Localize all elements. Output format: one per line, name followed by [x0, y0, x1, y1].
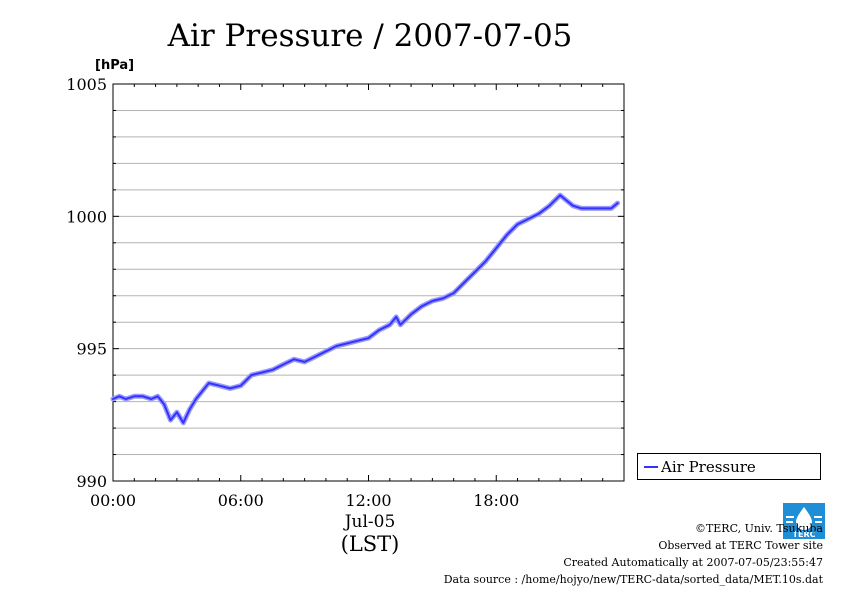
legend-swatch: [644, 466, 658, 468]
chart-title: Air Pressure / 2007-07-05: [167, 18, 573, 54]
x-date-label: Jul-05: [343, 512, 396, 532]
x-tick-labels: 00:00 06:00 12:00 18:00: [90, 491, 519, 510]
x-tick-label: 12:00: [345, 491, 391, 510]
y-tick-label: 995: [76, 340, 107, 359]
legend: Air Pressure: [637, 453, 821, 480]
grid: [113, 109, 624, 456]
y-tick-labels: 990 995 1000 1005: [66, 75, 107, 491]
y-axis-unit: [hPa]: [95, 58, 134, 73]
y-tick-label: 1000: [66, 207, 107, 226]
y-tick-label: 1005: [66, 75, 107, 94]
series-line-air-pressure: [112, 194, 619, 424]
x-tick-label: 06:00: [218, 491, 264, 510]
footer-created: Created Automatically at 2007-07-05/23:5…: [563, 556, 823, 569]
footer-source: Data source : /home/hojyo/new/TERC-data/…: [443, 573, 823, 586]
terc-logo: TERC: [783, 503, 825, 539]
y-tick-label: 990: [76, 472, 107, 491]
series-line-halo: [110, 192, 621, 426]
x-axis-label: (LST): [341, 532, 400, 556]
series-group: [110, 192, 621, 426]
x-tick-label: 00:00: [90, 491, 136, 510]
x-tick-label: 18:00: [473, 491, 519, 510]
footer-observed: Observed at TERC Tower site: [658, 539, 823, 552]
footer-copyright: ©TERC, Univ. Tsukuba: [694, 522, 823, 535]
legend-label: Air Pressure: [661, 458, 756, 476]
axis-ticks: [112, 83, 625, 482]
svg-text:TERC: TERC: [793, 530, 816, 539]
plot-frame: [112, 83, 625, 482]
